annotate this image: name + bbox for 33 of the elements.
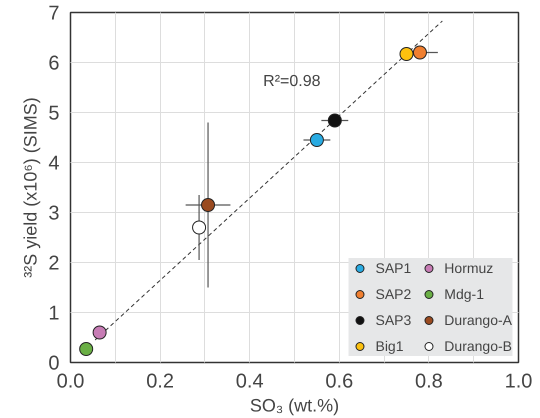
- y-tick-label: 6: [48, 52, 60, 74]
- x-tick-label: 0.8: [415, 370, 443, 392]
- legend-label: Big1: [375, 338, 404, 354]
- y-tick-label: 3: [48, 202, 60, 224]
- point: [310, 133, 324, 147]
- point: [92, 326, 107, 340]
- point: [412, 46, 427, 60]
- point: [79, 342, 94, 356]
- legend-label: Durango-A: [444, 312, 512, 328]
- x-tick-label: 0.2: [146, 370, 174, 392]
- point: [328, 114, 342, 128]
- x-tick-label: 1.0: [504, 370, 532, 392]
- y-tick-label: 7: [48, 2, 60, 24]
- legend-label: Hormuz: [444, 260, 494, 276]
- x-tick-label: 0.6: [325, 370, 354, 392]
- y-axis-title: ³²S yield (x10⁶) (SIMS): [20, 97, 40, 278]
- legend-label: SAP1: [375, 260, 412, 276]
- x-tick-label: 0.4: [236, 370, 264, 392]
- x-tick-label: 0.0: [56, 370, 84, 392]
- y-tick-label: 0: [48, 352, 60, 374]
- y-tick-label: 4: [48, 152, 60, 174]
- legend-label: SAP3: [375, 312, 412, 328]
- point: [201, 198, 216, 212]
- point: [400, 47, 414, 61]
- point: [192, 220, 206, 234]
- y-tick-label: 5: [48, 102, 60, 124]
- legend-label: SAP2: [375, 286, 412, 302]
- legend-label: Durango-B: [444, 338, 512, 354]
- y-tick-label: 1: [48, 302, 60, 324]
- annotation: R²=0.98: [263, 73, 321, 90]
- x-axis-title: SO₃ (wt.%): [250, 396, 340, 416]
- legend-label: Mdg-1: [444, 286, 484, 302]
- y-tick-label: 2: [48, 252, 60, 274]
